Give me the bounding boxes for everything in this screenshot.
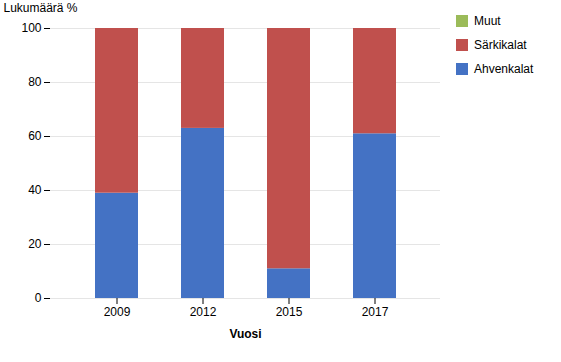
html-text:Särkikalat: Särkikalat — [474, 38, 527, 52]
svg-text:Lukumäärä %: Lukumäärä % — [4, 1, 78, 15]
svg-text:80: 80 — [28, 75, 42, 89]
svg-text:20: 20 — [28, 237, 42, 251]
svg-text:100: 100 — [21, 21, 41, 35]
svg-text:2015: 2015 — [276, 305, 303, 319]
html-text:Ahvenkalat: Ahvenkalat — [474, 62, 534, 76]
html-text:Muut: Muut — [474, 14, 501, 28]
svg-text:0: 0 — [35, 291, 42, 305]
svg-text:2009: 2009 — [104, 305, 131, 319]
svg-text:2012: 2012 — [190, 305, 217, 319]
svg-text:60: 60 — [28, 129, 42, 143]
svg-text:2017: 2017 — [362, 305, 389, 319]
svg-text:40: 40 — [28, 183, 42, 197]
svg-text:Vuosi: Vuosi — [229, 327, 261, 341]
